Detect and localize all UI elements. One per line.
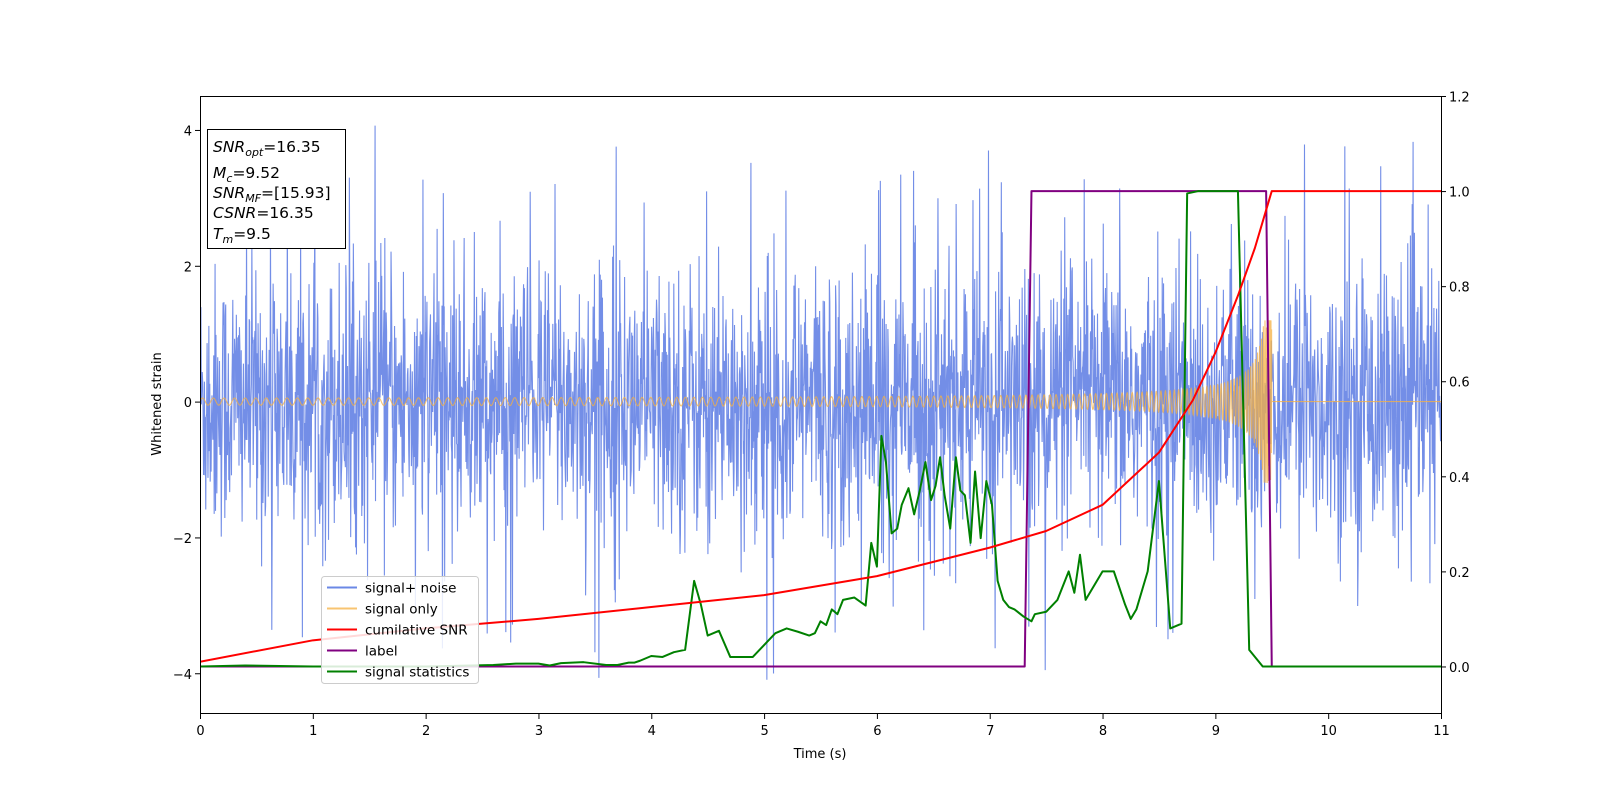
y-left-tick-label: 4 [184, 124, 192, 139]
annotation-value: =[15.93] [261, 184, 330, 202]
x-tick-label: 3 [535, 724, 543, 739]
series-layer [200, 125, 1441, 680]
annotation-box: SNRopt=16.35 Mc=9.52 SNRMF=[15.93] CSNR=16.… [207, 129, 346, 249]
annotation-text: SNRopt=16.35 Mc=9.52 SNRMF=[15.93] CSNR=16.… [213, 138, 331, 246]
x-tick-label: 7 [986, 724, 994, 739]
series-signal-only-line [200, 320, 1441, 483]
legend-label: cumilative SNR [365, 623, 468, 639]
y-right-tick-label: 0.2 [1449, 566, 1470, 581]
annotation-subscript: opt [245, 146, 264, 159]
x-tick-label: 1 [309, 724, 317, 739]
x-tick-label: 0 [196, 724, 204, 739]
annotation-subscript: m [222, 233, 233, 246]
y-axis-left: −4 −2 0 2 4 [173, 124, 200, 683]
legend: signal+ noise signal only cumilative SNR la… [321, 576, 479, 684]
x-tick-label: 2 [422, 724, 430, 739]
annotation-subscript: MF [245, 192, 261, 205]
y-right-tick-label: 1.0 [1449, 186, 1470, 201]
x-tick-label: 5 [760, 724, 768, 739]
x-tick-label: 6 [873, 724, 881, 739]
x-tick-label: 11 [1433, 724, 1450, 739]
annotation-value: =9.5 [233, 225, 271, 243]
x-tick-label: 8 [1099, 724, 1107, 739]
y-axis-label-left: Whitened strain [150, 352, 165, 455]
y-right-tick-label: 0.0 [1449, 661, 1470, 676]
y-left-tick-label: 0 [184, 396, 192, 411]
series-signal-statistics-line [200, 190, 1441, 668]
annotation-value: =16.35 [256, 204, 313, 222]
annotation-symbol: CSNR [213, 204, 256, 222]
annotation-value: =9.52 [232, 164, 280, 182]
x-axis: 0 1 2 3 4 5 6 7 8 9 10 11 [196, 714, 1450, 739]
legend-label: label [365, 644, 398, 660]
x-axis-label: Time (s) [793, 747, 847, 762]
y-right-tick-label: 0.8 [1449, 281, 1470, 296]
annotation-symbol: SNR [213, 184, 245, 202]
plot-area [200, 96, 1442, 714]
annotation-symbol: T [213, 225, 224, 243]
x-tick-label: 10 [1320, 724, 1337, 739]
y-right-tick-label: 0.4 [1449, 471, 1470, 486]
y-right-tick-label: 0.6 [1449, 376, 1470, 391]
annotation-value: =16.35 [263, 138, 320, 156]
plot-frame [200, 96, 1442, 714]
series-cumulative-snr-line [200, 190, 1441, 663]
x-tick-label: 4 [648, 724, 656, 739]
legend-label: signal statistics [365, 665, 469, 681]
legend-label: signal only [365, 602, 438, 618]
legend-label: signal+ noise [365, 581, 456, 597]
x-tick-label: 9 [1212, 724, 1220, 739]
y-right-tick-label: 1.2 [1449, 91, 1470, 106]
y-axis-right: 0.0 0.2 0.4 0.6 0.8 1.0 1.2 [1441, 91, 1470, 676]
annotation-symbol: SNR [213, 138, 245, 156]
annotation-subscript: c [226, 172, 232, 185]
y-left-tick-label: 2 [184, 260, 192, 275]
y-left-tick-label: −4 [173, 668, 192, 683]
annotation-symbol: M [213, 164, 226, 182]
y-left-tick-label: −2 [173, 532, 192, 547]
